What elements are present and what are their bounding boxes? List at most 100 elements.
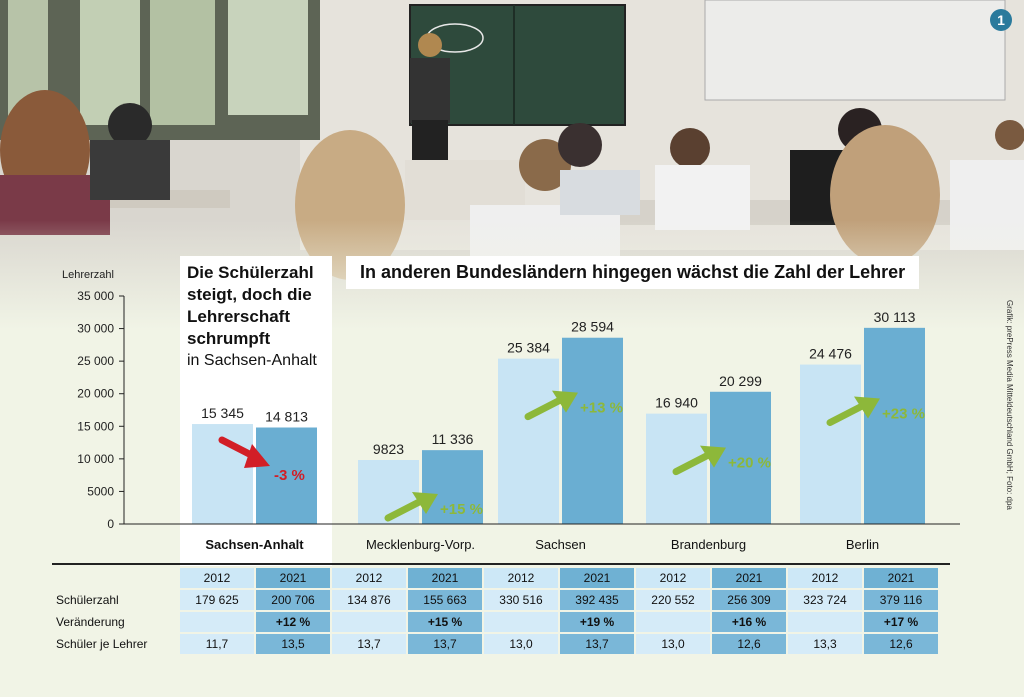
table-cell: 13,7 [560,634,634,654]
change-label: -3 % [274,467,305,484]
y-tick-label: 20 000 [77,387,114,401]
table-cell: +17 % [864,612,938,632]
year-header: 2021 [712,568,786,588]
table-top-rule [52,563,950,565]
y-axis-label: Lehrerzahl [62,269,114,281]
change-arrow-1 [384,492,438,522]
year-header: 2012 [788,568,862,588]
year-header: 2021 [864,568,938,588]
category-label: Sachsen [535,537,586,552]
table-cell: 13,0 [636,634,710,654]
table-cell: 220 552 [636,590,710,610]
table-cell: 13,0 [484,634,558,654]
bar-2021-4 [864,327,925,524]
table-cell [636,612,710,632]
change-arrows: -3 % +15 % +13 % +20 % +23 % [218,390,925,522]
y-tick-label: 30 000 [77,322,114,336]
bar-2021-0 [256,427,317,524]
arrow-shaft [826,401,869,427]
bar-2012-4 [800,364,861,524]
bar-2021-3 [710,391,771,524]
table-cell: 134 876 [332,590,406,610]
bar-value-label: 25 384 [507,340,550,356]
arrow-head [244,444,270,468]
year-header: 2012 [332,568,406,588]
table-cell: 13,5 [256,634,330,654]
bar-value-label: 30 113 [874,309,916,325]
table-cell [332,612,406,632]
category-label: Berlin [846,537,879,552]
bar-2021-1 [422,450,483,524]
change-arrow-3 [672,445,726,476]
y-tick-label: 5000 [87,484,114,498]
table-cell [180,612,254,632]
category-label: Sachsen-Anhalt [205,537,304,552]
arrow-shaft [524,395,567,421]
table-cell: 13,7 [408,634,482,654]
table-cell: 379 116 [864,590,938,610]
bar-value-label: 28 594 [571,319,614,335]
table-cell: +19 % [560,612,634,632]
table-cell: 12,6 [864,634,938,654]
year-header: 2021 [560,568,634,588]
bar-value-label: 14 813 [265,409,308,425]
y-tick-label: 10 000 [77,452,114,466]
row-label: Schülerzahl [56,593,119,607]
y-tick-label: 35 000 [77,289,114,303]
table-cell: 256 309 [712,590,786,610]
bar-value-label: 24 476 [809,346,852,362]
table-cell: 13,3 [788,634,862,654]
table-cell: 11,7 [180,634,254,654]
category-label: Mecklenburg-Vorp. [366,537,475,552]
category-labels: Sachsen-Anhalt Mecklenburg-Vorp. Sachsen Br… [205,537,879,552]
arrow-head [700,445,726,468]
arrow-head [552,390,578,413]
table-cell: 200 706 [256,590,330,610]
panel-subtitle: in Sachsen-Anhalt [187,352,317,369]
table-cell [788,612,862,632]
table-cell: 13,7 [332,634,406,654]
table-cell: +16 % [712,612,786,632]
year-header: 2021 [408,568,482,588]
category-label: Brandenburg [671,537,746,552]
arrow-shaft [672,450,715,476]
bar-value-label: 20 299 [719,373,762,389]
table-cell: 12,6 [712,634,786,654]
bar-value-labels: 15 345 14 813 9823 11 336 25 384 28 594 16 940… [201,309,916,457]
arrow-head [412,492,438,515]
change-arrow-4 [826,396,880,427]
panel-title: Die Schülerzahl steigt, doch die Lehrers… [187,263,314,348]
change-label: +23 % [882,406,925,423]
change-label: +15 % [440,501,483,518]
bar-value-label: 11 336 [432,431,474,447]
bar-group [124,327,960,525]
y-axis: 0 5000 10 000 15 000 20 000 25 000 30 000 35 00… [77,289,125,531]
change-arrow-2 [524,390,578,421]
year-header: 2012 [636,568,710,588]
year-header: 2012 [484,568,558,588]
bar-2012-1 [358,460,419,524]
y-tick-label: 25 000 [77,354,114,368]
chart-title: In anderen Bundesländern hingegen wächst… [346,256,920,289]
year-header: 2012 [180,568,254,588]
table-cell: 323 724 [788,590,862,610]
table-cell [484,612,558,632]
bar-value-label: 16 940 [655,395,698,411]
y-tick-label: 0 [107,517,114,531]
row-label: Veränderung [56,615,125,629]
bar-value-label: 9823 [373,441,404,457]
page-number-badge: 1 [990,9,1012,31]
table-cell: +15 % [408,612,482,632]
image-credit: Grafik: prePress Media Mitteldeutschland… [1005,300,1014,510]
arrow-head [854,396,880,419]
bar-value-label: 15 345 [201,405,244,421]
table-cell: 330 516 [484,590,558,610]
y-tick-label: 15 000 [77,419,114,433]
table-cell: 179 625 [180,590,254,610]
year-header: 2021 [256,568,330,588]
arrow-shaft [384,496,427,522]
table-cell: 155 663 [408,590,482,610]
bar-2021-2 [562,337,623,524]
change-label: +20 % [728,455,771,472]
